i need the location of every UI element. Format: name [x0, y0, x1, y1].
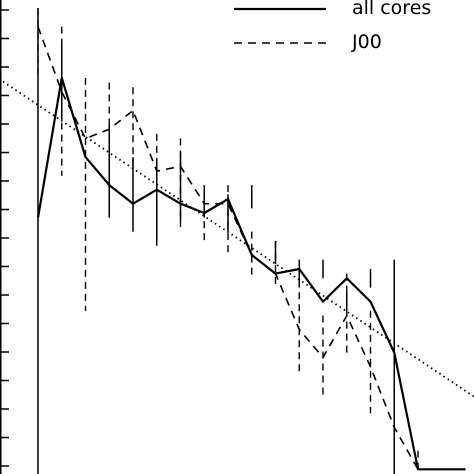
- series-line-fit: [0, 78, 474, 398]
- y-axis-ticks: [0, 9, 9, 467]
- legend-label-all-cores: all cores: [352, 0, 431, 19]
- legend-label-j00: J00: [351, 31, 382, 53]
- legend: all cores J00: [234, 0, 431, 53]
- series-line-all-cores: [36, 76, 466, 471]
- error-bars: [37, 8, 419, 474]
- series-lines: [0, 26, 474, 471]
